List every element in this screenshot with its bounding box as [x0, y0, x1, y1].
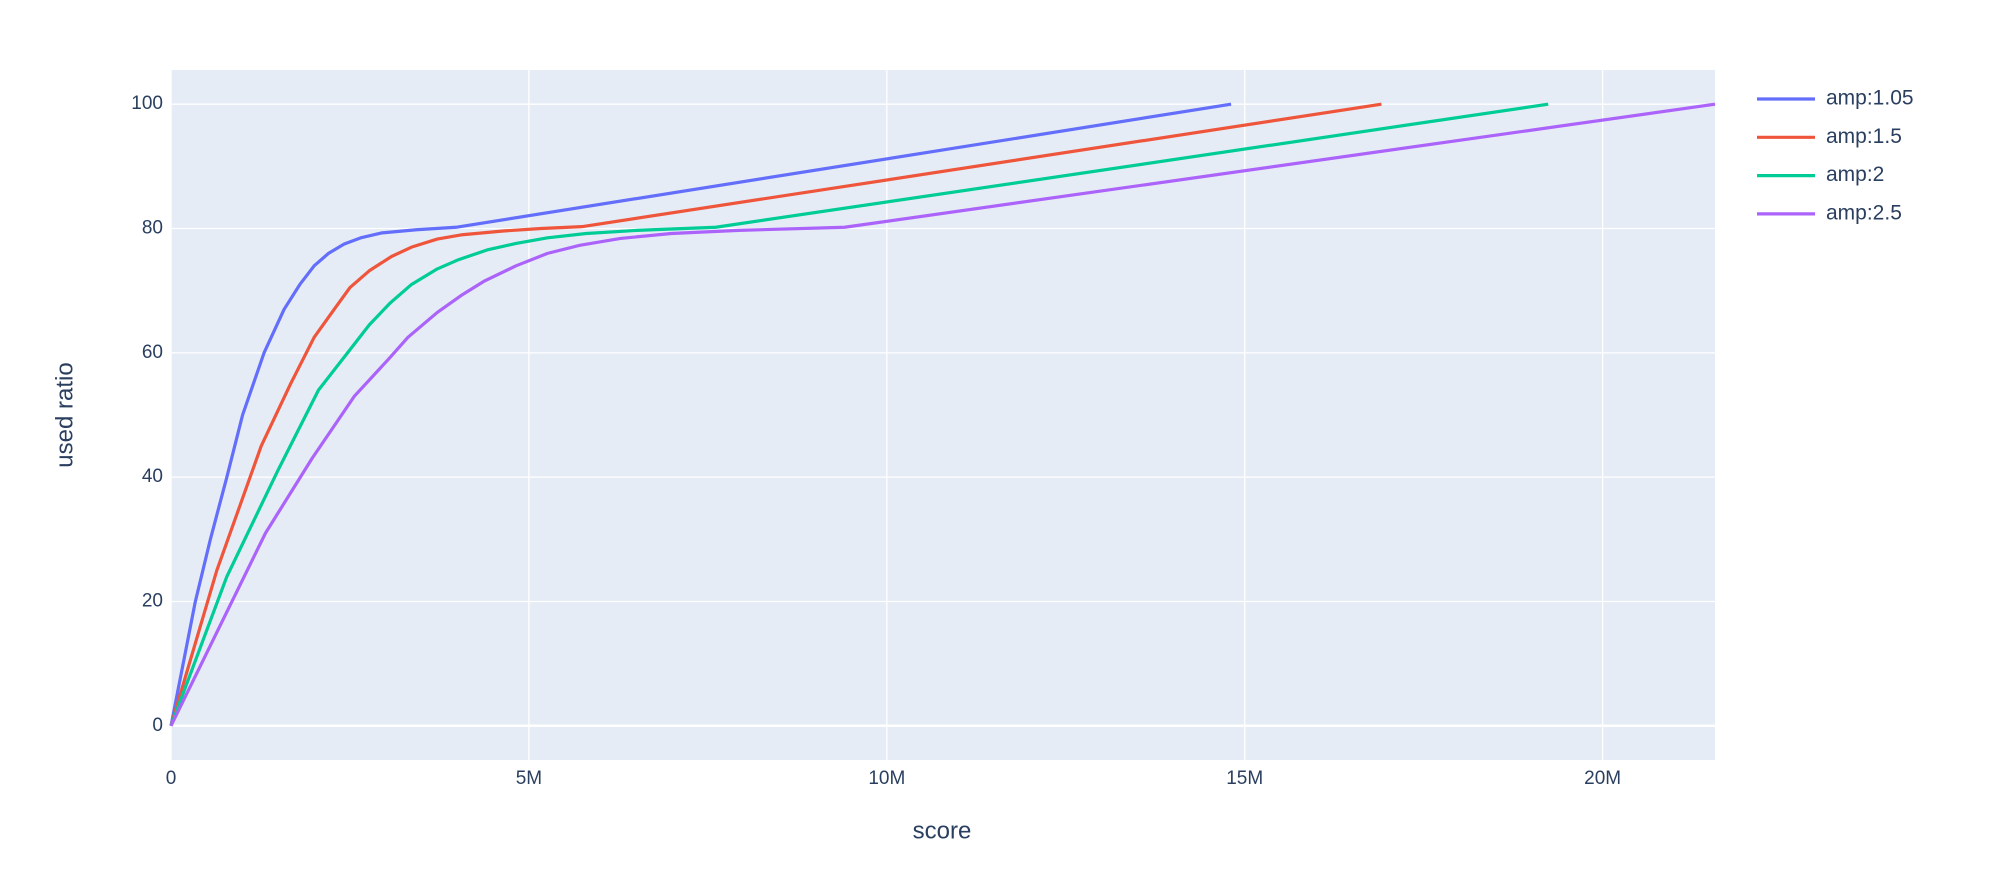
x-tick-label: 15M: [1226, 768, 1263, 789]
plot-background: [171, 70, 1715, 760]
y-tick-label: 0: [152, 715, 163, 736]
x-axis-title: score: [913, 817, 972, 844]
y-tick-label: 20: [142, 591, 163, 612]
series-line: [169, 102, 1549, 727]
legend-label: amp:2.5: [1826, 201, 1902, 224]
y-axis-title: used ratio: [51, 362, 78, 467]
y-tick-label: 100: [131, 93, 163, 114]
legend-label: amp:2: [1826, 163, 1884, 186]
y-tick-label: 60: [142, 342, 163, 363]
x-tick-label: 0: [166, 768, 177, 789]
y-tick-label: 80: [142, 218, 163, 239]
x-tick-label: 20M: [1584, 768, 1621, 789]
y-tick-label: 40: [142, 466, 163, 487]
x-tick-label: 10M: [868, 768, 905, 789]
series-line: [169, 102, 1716, 727]
x-tick-label: 5M: [516, 768, 542, 789]
legend-label: amp:1.5: [1826, 125, 1902, 148]
series-line: [169, 102, 1232, 727]
series-line: [169, 102, 1382, 727]
legend-label: amp:1.05: [1826, 87, 1914, 110]
